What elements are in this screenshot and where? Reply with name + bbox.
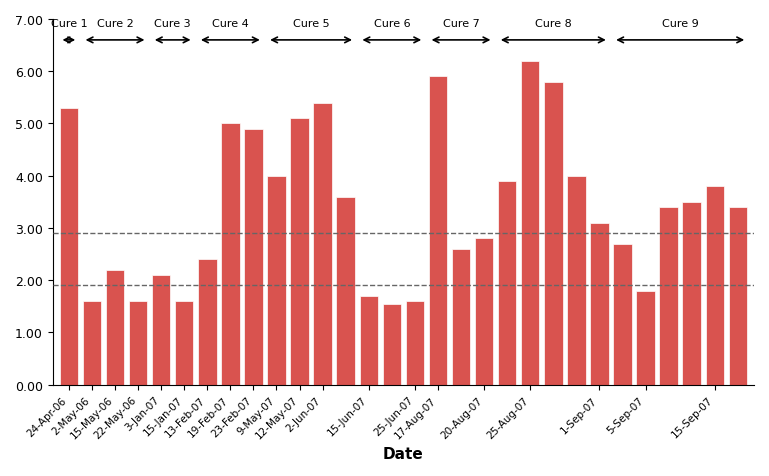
Bar: [129, 301, 148, 385]
Bar: [660, 208, 678, 385]
Bar: [728, 208, 747, 385]
Bar: [83, 301, 102, 385]
Bar: [245, 129, 263, 385]
Bar: [429, 77, 448, 385]
Text: Cure 1: Cure 1: [51, 20, 87, 30]
Text: Cure 4: Cure 4: [212, 20, 248, 30]
Bar: [475, 239, 494, 385]
Text: Cure 3: Cure 3: [155, 20, 191, 30]
Bar: [406, 301, 424, 385]
Bar: [683, 202, 701, 385]
Bar: [521, 62, 540, 385]
Bar: [705, 187, 724, 385]
Bar: [106, 270, 125, 385]
Bar: [568, 176, 586, 385]
X-axis label: Date: Date: [383, 446, 424, 461]
Bar: [614, 244, 632, 385]
Bar: [452, 249, 471, 385]
Bar: [337, 197, 355, 385]
Bar: [591, 223, 609, 385]
Text: Cure 9: Cure 9: [662, 20, 698, 30]
Bar: [383, 304, 401, 385]
Bar: [198, 260, 217, 385]
Text: Cure 8: Cure 8: [535, 20, 571, 30]
Bar: [221, 124, 240, 385]
Bar: [544, 82, 563, 385]
Text: Cure 2: Cure 2: [97, 20, 133, 30]
Text: Cure 6: Cure 6: [374, 20, 410, 30]
Bar: [360, 296, 378, 385]
Bar: [291, 119, 309, 385]
Bar: [60, 109, 78, 385]
Bar: [152, 276, 171, 385]
Bar: [175, 301, 194, 385]
Bar: [498, 181, 517, 385]
Bar: [314, 103, 332, 385]
Bar: [637, 291, 655, 385]
Text: Cure 7: Cure 7: [443, 20, 479, 30]
Bar: [268, 176, 286, 385]
Text: Cure 5: Cure 5: [293, 20, 329, 30]
